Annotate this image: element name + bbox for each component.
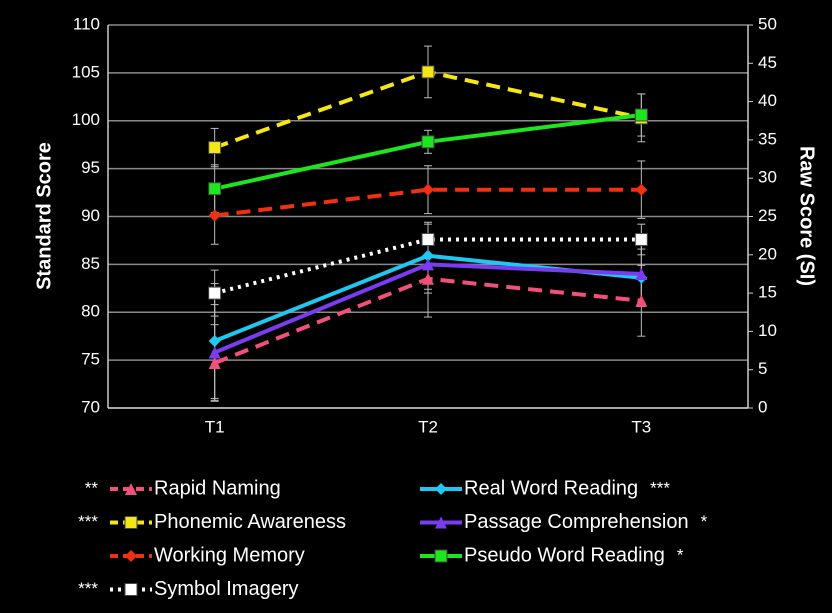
y-tick-label: 110 bbox=[73, 14, 100, 33]
legend-label: Rapid Naming bbox=[154, 477, 281, 499]
y2-tick-label: 5 bbox=[758, 359, 767, 378]
y2-tick-label: 0 bbox=[758, 397, 767, 416]
y2-tick-label: 20 bbox=[758, 244, 777, 263]
marker bbox=[634, 232, 648, 246]
legend-significance: * bbox=[677, 545, 684, 564]
legend-significance: ** bbox=[85, 478, 99, 497]
y-tick-label: 80 bbox=[81, 302, 100, 321]
series-line bbox=[214, 237, 642, 296]
y2-tick-label: 45 bbox=[758, 53, 777, 72]
legend-significance: *** bbox=[650, 478, 670, 497]
y2-tick-label: 15 bbox=[758, 283, 777, 302]
marker bbox=[208, 346, 221, 359]
y-tick-label: 105 bbox=[72, 62, 100, 81]
marker bbox=[124, 516, 138, 529]
marker bbox=[435, 516, 447, 529]
y-tick-label: 100 bbox=[72, 110, 100, 129]
y2-tick-label: 40 bbox=[758, 91, 777, 110]
marker bbox=[125, 483, 137, 495]
marker bbox=[421, 232, 435, 246]
x-tick-label: T1 bbox=[205, 417, 225, 436]
y-axis-label: Standard Score bbox=[33, 142, 55, 290]
y-tick-label: 95 bbox=[81, 158, 100, 177]
y2-tick-label: 30 bbox=[758, 168, 777, 187]
y2-tick-label: 50 bbox=[758, 14, 777, 33]
legend-label: Real Word Reading bbox=[464, 477, 638, 499]
y2-axis-label: Raw Score (SI) bbox=[796, 146, 818, 286]
marker bbox=[634, 108, 648, 122]
marker bbox=[208, 209, 221, 222]
legend-label: Symbol Imagery bbox=[154, 578, 299, 600]
legend-label: Phonemic Awareness bbox=[154, 511, 346, 533]
legend-significance: *** bbox=[78, 579, 98, 598]
marker bbox=[208, 286, 222, 300]
y2-tick-label: 10 bbox=[758, 321, 777, 340]
marker bbox=[208, 141, 222, 155]
y-tick-label: 85 bbox=[81, 254, 100, 273]
marker bbox=[422, 249, 434, 262]
y-tick-label: 75 bbox=[81, 350, 100, 369]
y2-tick-label: 25 bbox=[758, 206, 777, 225]
marker bbox=[125, 550, 137, 562]
marker bbox=[635, 294, 648, 307]
marker bbox=[421, 65, 435, 79]
marker bbox=[422, 183, 434, 196]
marker bbox=[421, 135, 435, 149]
legend-label: Working Memory bbox=[154, 544, 305, 566]
legend-label: Pseudo Word Reading bbox=[464, 544, 665, 566]
legend-significance: *** bbox=[78, 512, 98, 531]
y-tick-label: 70 bbox=[81, 397, 100, 416]
series-line bbox=[214, 187, 642, 218]
legend-label: Passage Comprehension bbox=[464, 511, 689, 533]
marker bbox=[124, 583, 138, 596]
marker bbox=[208, 334, 221, 347]
marker bbox=[208, 182, 222, 196]
marker bbox=[422, 258, 434, 271]
x-tick-label: T3 bbox=[631, 417, 651, 436]
marker bbox=[208, 356, 221, 369]
marker bbox=[635, 267, 648, 280]
legend-significance: * bbox=[701, 512, 708, 531]
y2-tick-label: 35 bbox=[758, 129, 777, 148]
y-tick-label: 90 bbox=[81, 206, 100, 225]
marker bbox=[635, 183, 648, 196]
x-tick-label: T2 bbox=[418, 417, 438, 436]
marker bbox=[435, 483, 447, 495]
marker bbox=[434, 549, 448, 563]
marker bbox=[422, 272, 434, 285]
